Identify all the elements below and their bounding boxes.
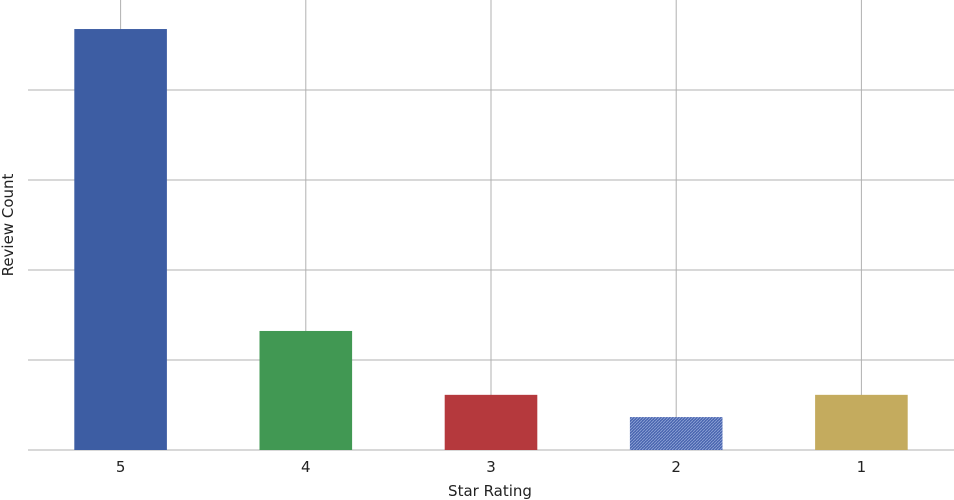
x-axis-label: Star Rating [448, 482, 532, 500]
bar-layer [74, 29, 908, 450]
x-tick-label-1: 1 [857, 458, 867, 476]
bar-rating-1 [815, 394, 908, 450]
x-tick-label-5: 5 [116, 458, 126, 476]
x-tick-label-3: 3 [486, 458, 496, 476]
y-axis-label: Review Count [0, 173, 17, 276]
bar-rating-4 [259, 330, 353, 450]
bar-rating-5 [74, 29, 167, 450]
grid-layer [28, 0, 954, 451]
bar-rating-3 [444, 394, 538, 450]
bar-rating-2 [629, 417, 723, 450]
x-tick-label-4: 4 [301, 458, 311, 476]
x-tick-labels: 5 4 3 2 1 [116, 458, 866, 476]
x-tick-label-2: 2 [671, 458, 681, 476]
